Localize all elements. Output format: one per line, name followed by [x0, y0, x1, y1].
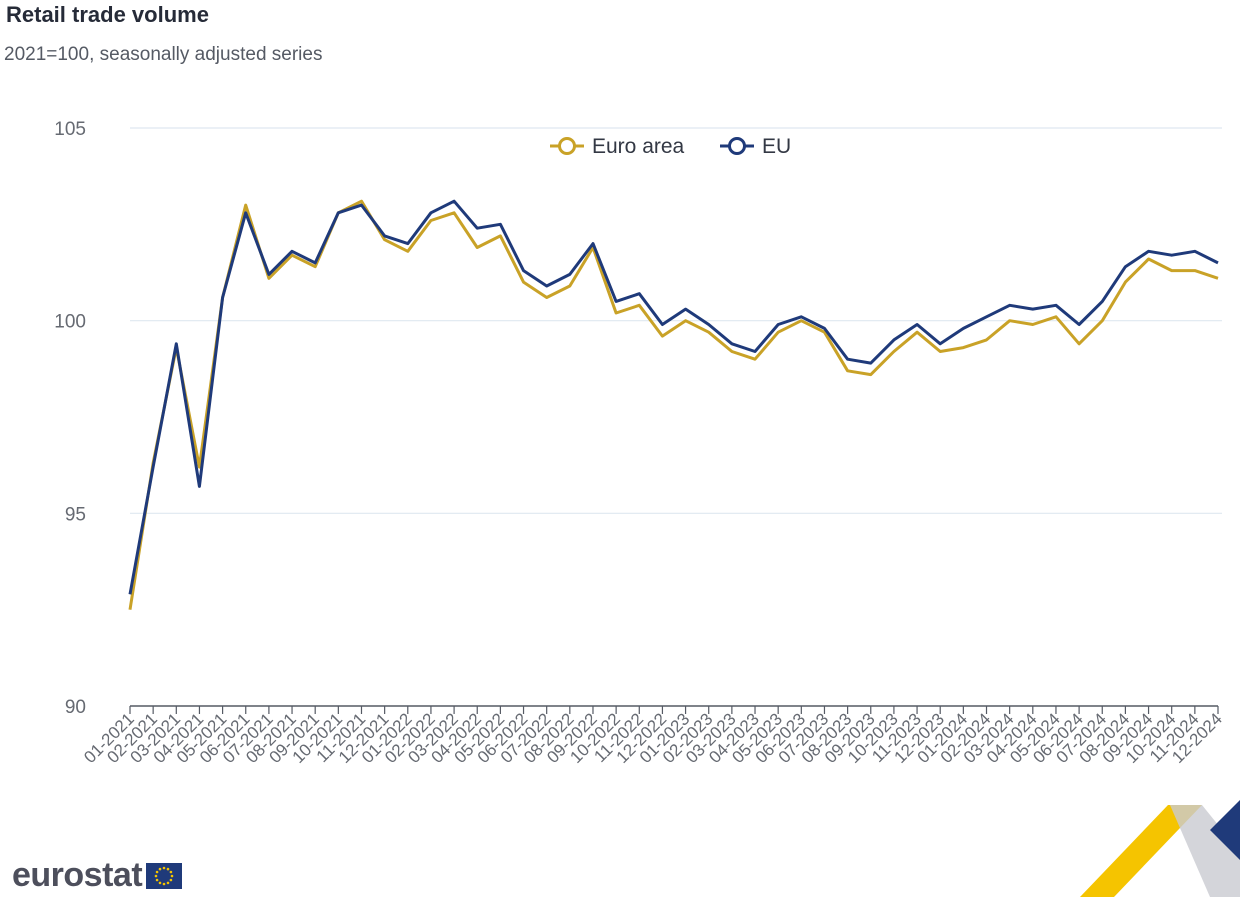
y-axis: 90 95 100 105	[54, 119, 86, 718]
flag-star	[155, 870, 159, 873]
legend-item-euro-area[interactable]: Euro area	[550, 135, 685, 158]
legend[interactable]: Euro area EU	[550, 135, 791, 158]
x-axis: 01-202102-202103-202104-202105-202106-20…	[80, 705, 1226, 767]
eurostat-logo: eurostat	[12, 856, 183, 895]
decorative-corner-shape	[1080, 800, 1240, 897]
flag-star	[169, 870, 173, 873]
flag-star	[166, 881, 170, 884]
flag-star	[158, 881, 162, 884]
y-tick-label: 100	[54, 312, 86, 333]
flag-star	[162, 866, 166, 869]
legend-item-eu[interactable]: EU	[720, 135, 791, 158]
series-lines	[128, 199, 1219, 610]
flag-star	[162, 882, 166, 885]
flag-star	[154, 874, 158, 877]
y-tick-label: 95	[65, 504, 86, 525]
legend-marker	[728, 137, 746, 155]
legend-marker	[558, 137, 576, 155]
series-line-eu	[128, 199, 1219, 595]
chart-subtitle: 2021=100, seasonally adjusted series	[4, 44, 323, 65]
chart-title: Retail trade volume	[6, 2, 209, 27]
legend-label: Euro area	[592, 135, 685, 158]
flag-star	[166, 867, 170, 870]
flag-star	[155, 878, 159, 881]
flag-star	[158, 867, 162, 870]
y-tick-label: 105	[54, 119, 86, 140]
eu-flag-icon	[146, 862, 183, 889]
legend-label: EU	[762, 135, 791, 158]
flag-star	[170, 874, 174, 877]
brand-name: eurostat	[12, 856, 143, 894]
flag-star	[169, 878, 173, 881]
y-tick-label: 90	[65, 697, 86, 718]
series-line-euro-area	[128, 199, 1219, 610]
